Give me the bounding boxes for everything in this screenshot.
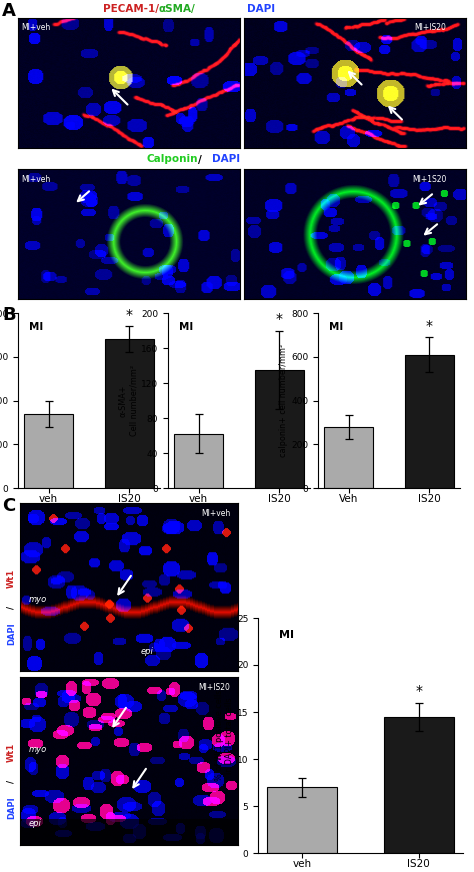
- Bar: [25, 413, 73, 488]
- Bar: [174, 433, 223, 488]
- Text: DAPI: DAPI: [7, 797, 16, 820]
- Text: *: *: [276, 312, 283, 326]
- Y-axis label: α-SMA+
Cell number/mm²: α-SMA+ Cell number/mm²: [119, 365, 138, 436]
- Bar: [325, 426, 373, 488]
- Text: MI+veh: MI+veh: [201, 508, 230, 517]
- Text: *: *: [126, 308, 133, 322]
- Text: epi: epi: [28, 819, 41, 828]
- Text: MI+IS20: MI+IS20: [199, 683, 230, 691]
- Text: DAPI: DAPI: [7, 623, 16, 645]
- Text: /: /: [7, 606, 16, 609]
- Text: Calponin: Calponin: [147, 154, 199, 165]
- Text: Wt1: Wt1: [7, 569, 16, 589]
- Text: MI: MI: [29, 322, 44, 331]
- Text: C: C: [2, 497, 15, 515]
- Bar: [255, 370, 303, 488]
- Text: /: /: [7, 780, 16, 783]
- Text: MI: MI: [179, 322, 193, 331]
- Text: DAPI: DAPI: [247, 4, 275, 15]
- Text: epi: epi: [140, 646, 154, 656]
- Text: αSMA/: αSMA/: [159, 4, 196, 15]
- Text: MI+1S20: MI+1S20: [412, 174, 447, 183]
- Y-axis label: calponin+ cell number/mm²: calponin+ cell number/mm²: [279, 344, 288, 457]
- Text: /: /: [199, 154, 202, 165]
- Text: MI+IS20: MI+IS20: [414, 24, 447, 32]
- Text: MI+veh: MI+veh: [21, 24, 51, 32]
- Bar: [384, 717, 454, 853]
- Text: myo: myo: [28, 596, 47, 604]
- Bar: [405, 355, 454, 488]
- Text: PECAM-1/: PECAM-1/: [103, 4, 159, 15]
- Y-axis label: % of Wt1 positive cells
in DAPI+ total cells: % of Wt1 positive cells in DAPI+ total c…: [215, 690, 234, 781]
- Text: *: *: [415, 684, 422, 698]
- Text: *: *: [426, 318, 433, 333]
- Text: A: A: [2, 2, 16, 20]
- Text: MI: MI: [329, 322, 344, 331]
- Text: MI: MI: [279, 630, 293, 640]
- Bar: [267, 787, 337, 853]
- Text: MI+veh: MI+veh: [21, 174, 51, 183]
- Text: B: B: [2, 306, 16, 324]
- Text: myo: myo: [28, 745, 47, 753]
- Bar: [105, 339, 154, 488]
- Text: DAPI: DAPI: [211, 154, 240, 165]
- Text: Wt1: Wt1: [7, 743, 16, 762]
